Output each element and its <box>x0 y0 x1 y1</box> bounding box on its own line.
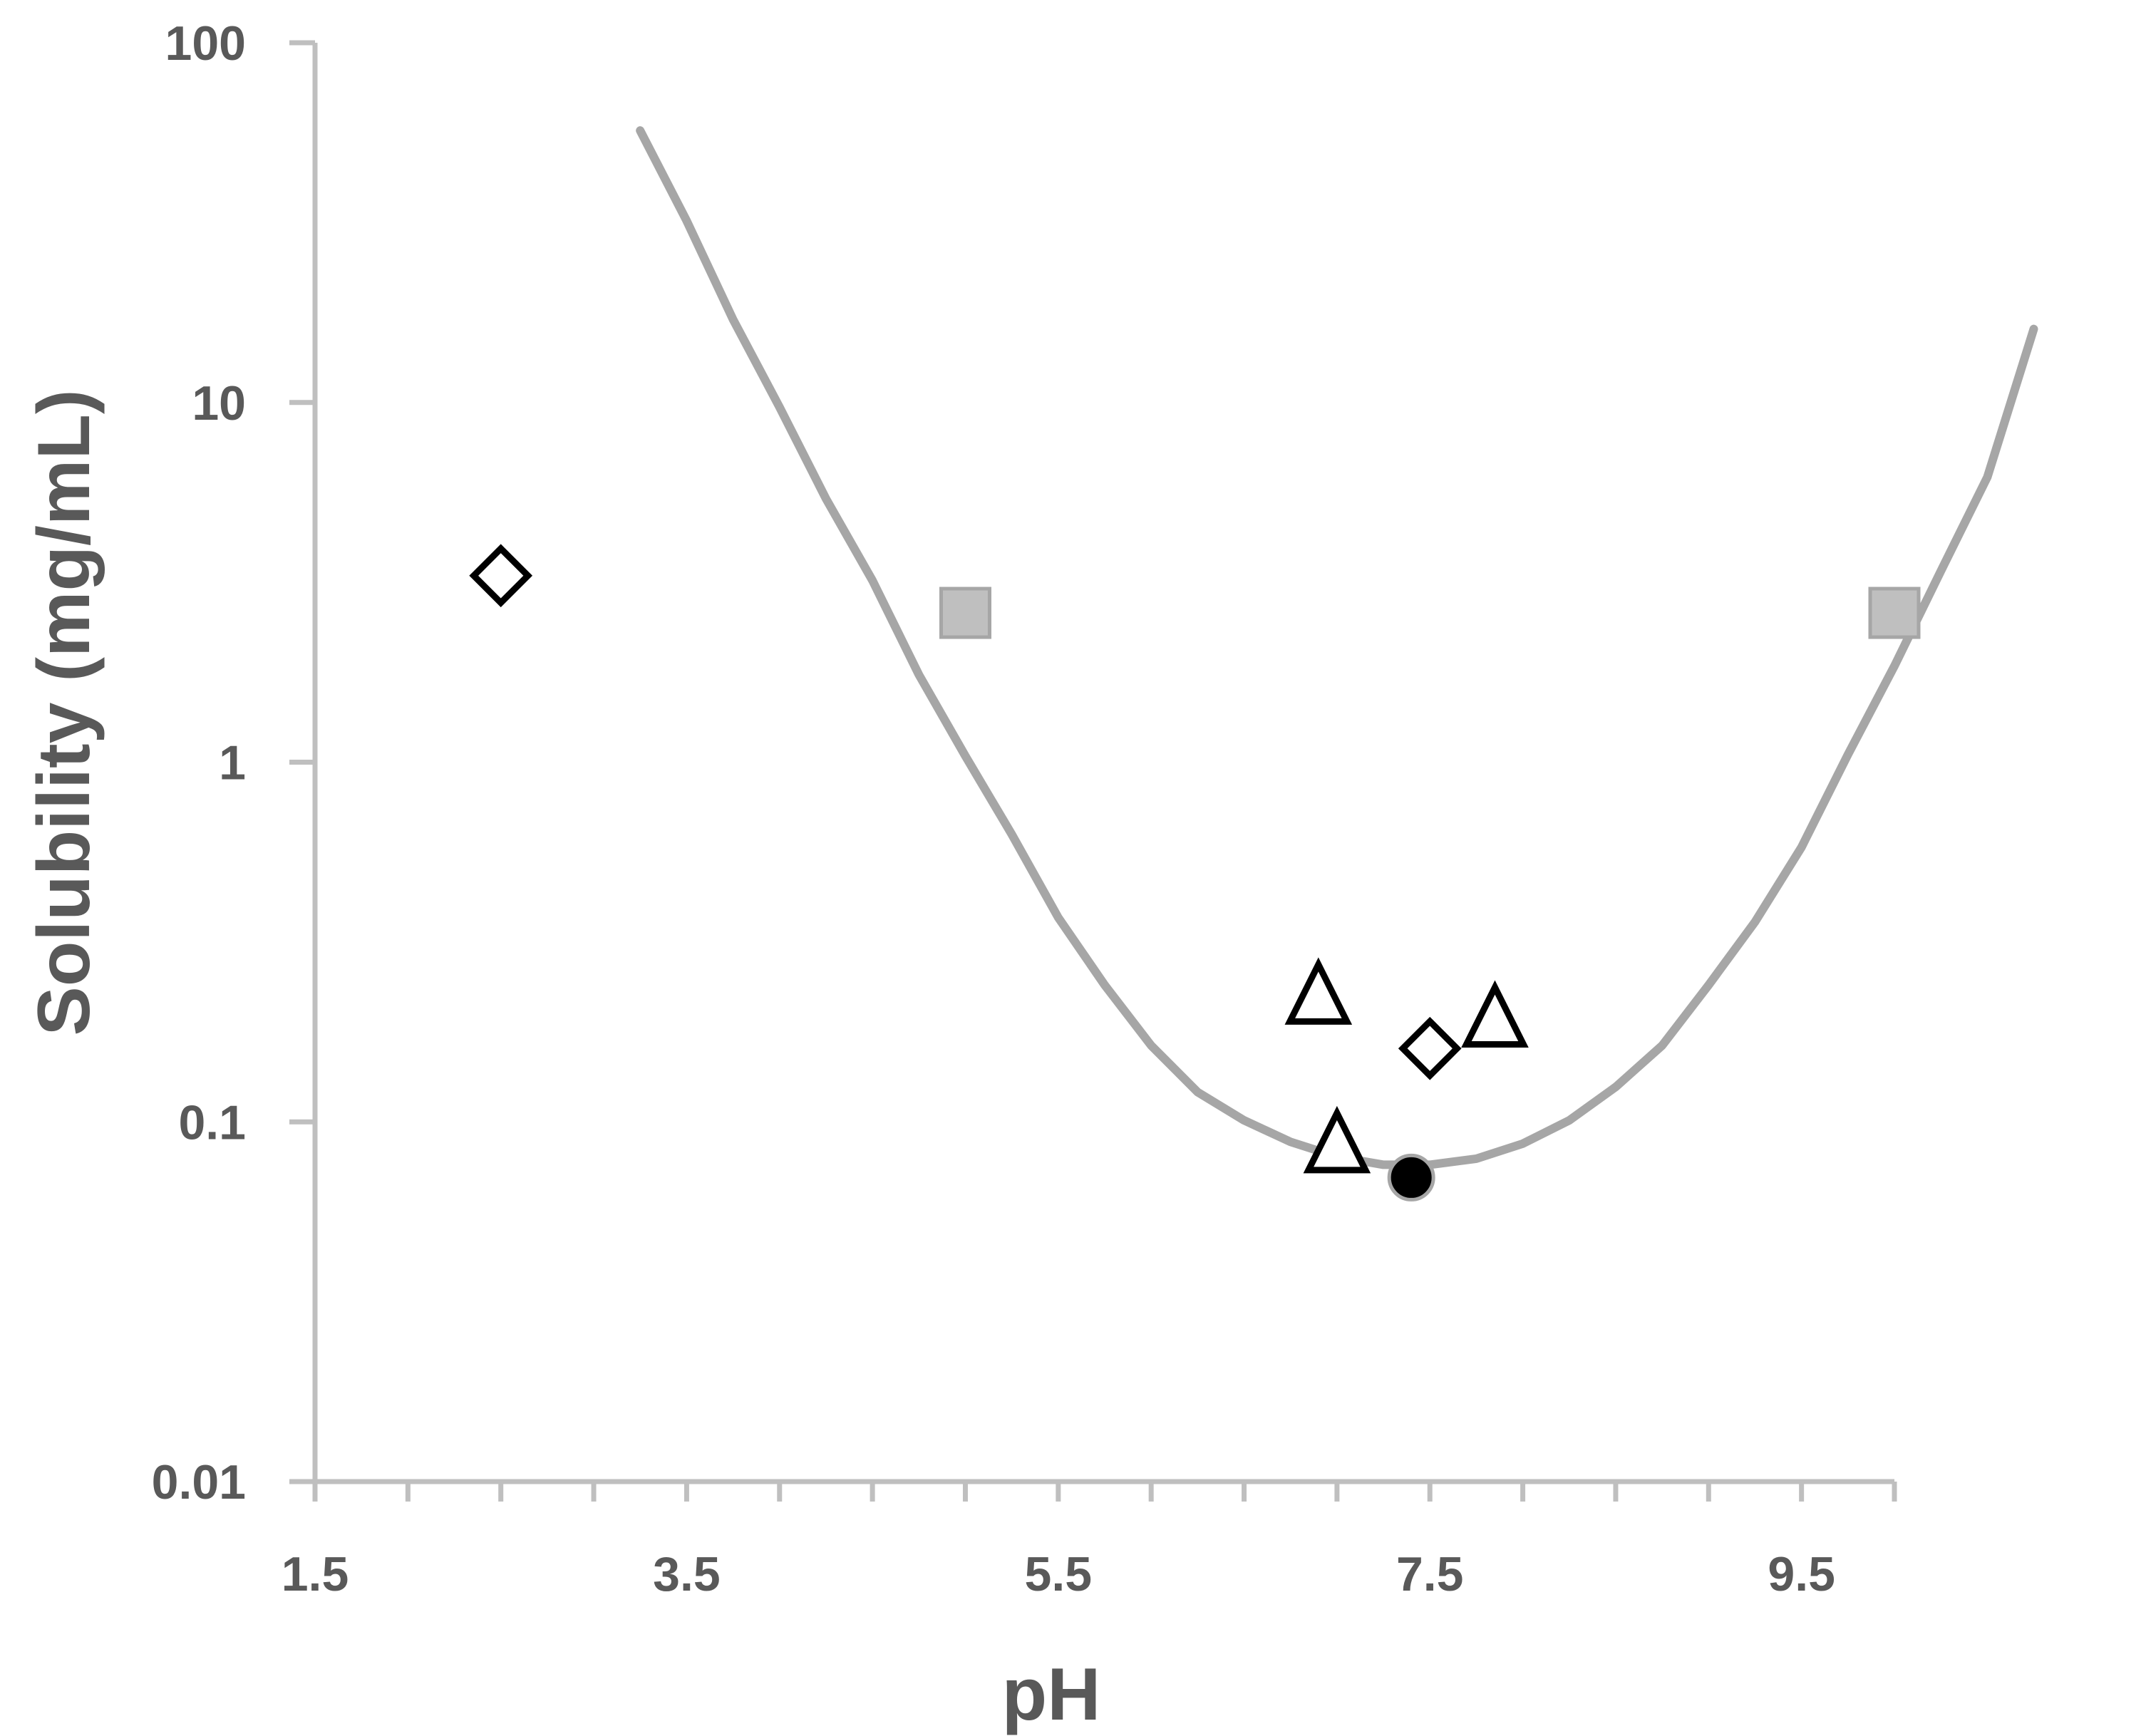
x-tick-label: 9.5 <box>1768 1547 1835 1601</box>
y-tick-label: 10 <box>192 376 246 430</box>
square-marker <box>1868 587 1921 639</box>
x-tick-label: 1.5 <box>282 1547 349 1601</box>
x-ticks: 1.5 3.5 5.5 7.5 9.5 <box>282 1482 1897 1601</box>
marker-layer <box>469 544 1921 1202</box>
y-tick-label: 1 <box>219 736 246 790</box>
x-tick-label: 7.5 <box>1396 1547 1464 1601</box>
y-tick-label: 0.01 <box>152 1455 246 1509</box>
y-axis-title: Solubility (mg/mL) <box>23 389 105 1035</box>
axes <box>312 43 1894 1484</box>
triangle-marker <box>1284 957 1353 1025</box>
y-tick-label: 100 <box>165 16 246 71</box>
x-axis-title: pH <box>1002 1653 1101 1736</box>
diamond-marker <box>1398 1016 1462 1080</box>
square-marker <box>939 587 991 639</box>
y-ticks: 0.01 0.1 1 10 100 <box>152 16 315 1509</box>
x-tick-label: 5.5 <box>1025 1547 1093 1601</box>
triangle-marker <box>1461 980 1529 1048</box>
x-tick-label: 3.5 <box>653 1547 721 1601</box>
y-tick-label: 0.1 <box>178 1095 246 1149</box>
circle-marker <box>1387 1153 1435 1202</box>
diamond-marker <box>469 544 533 608</box>
triangle-marker <box>1303 1105 1371 1174</box>
